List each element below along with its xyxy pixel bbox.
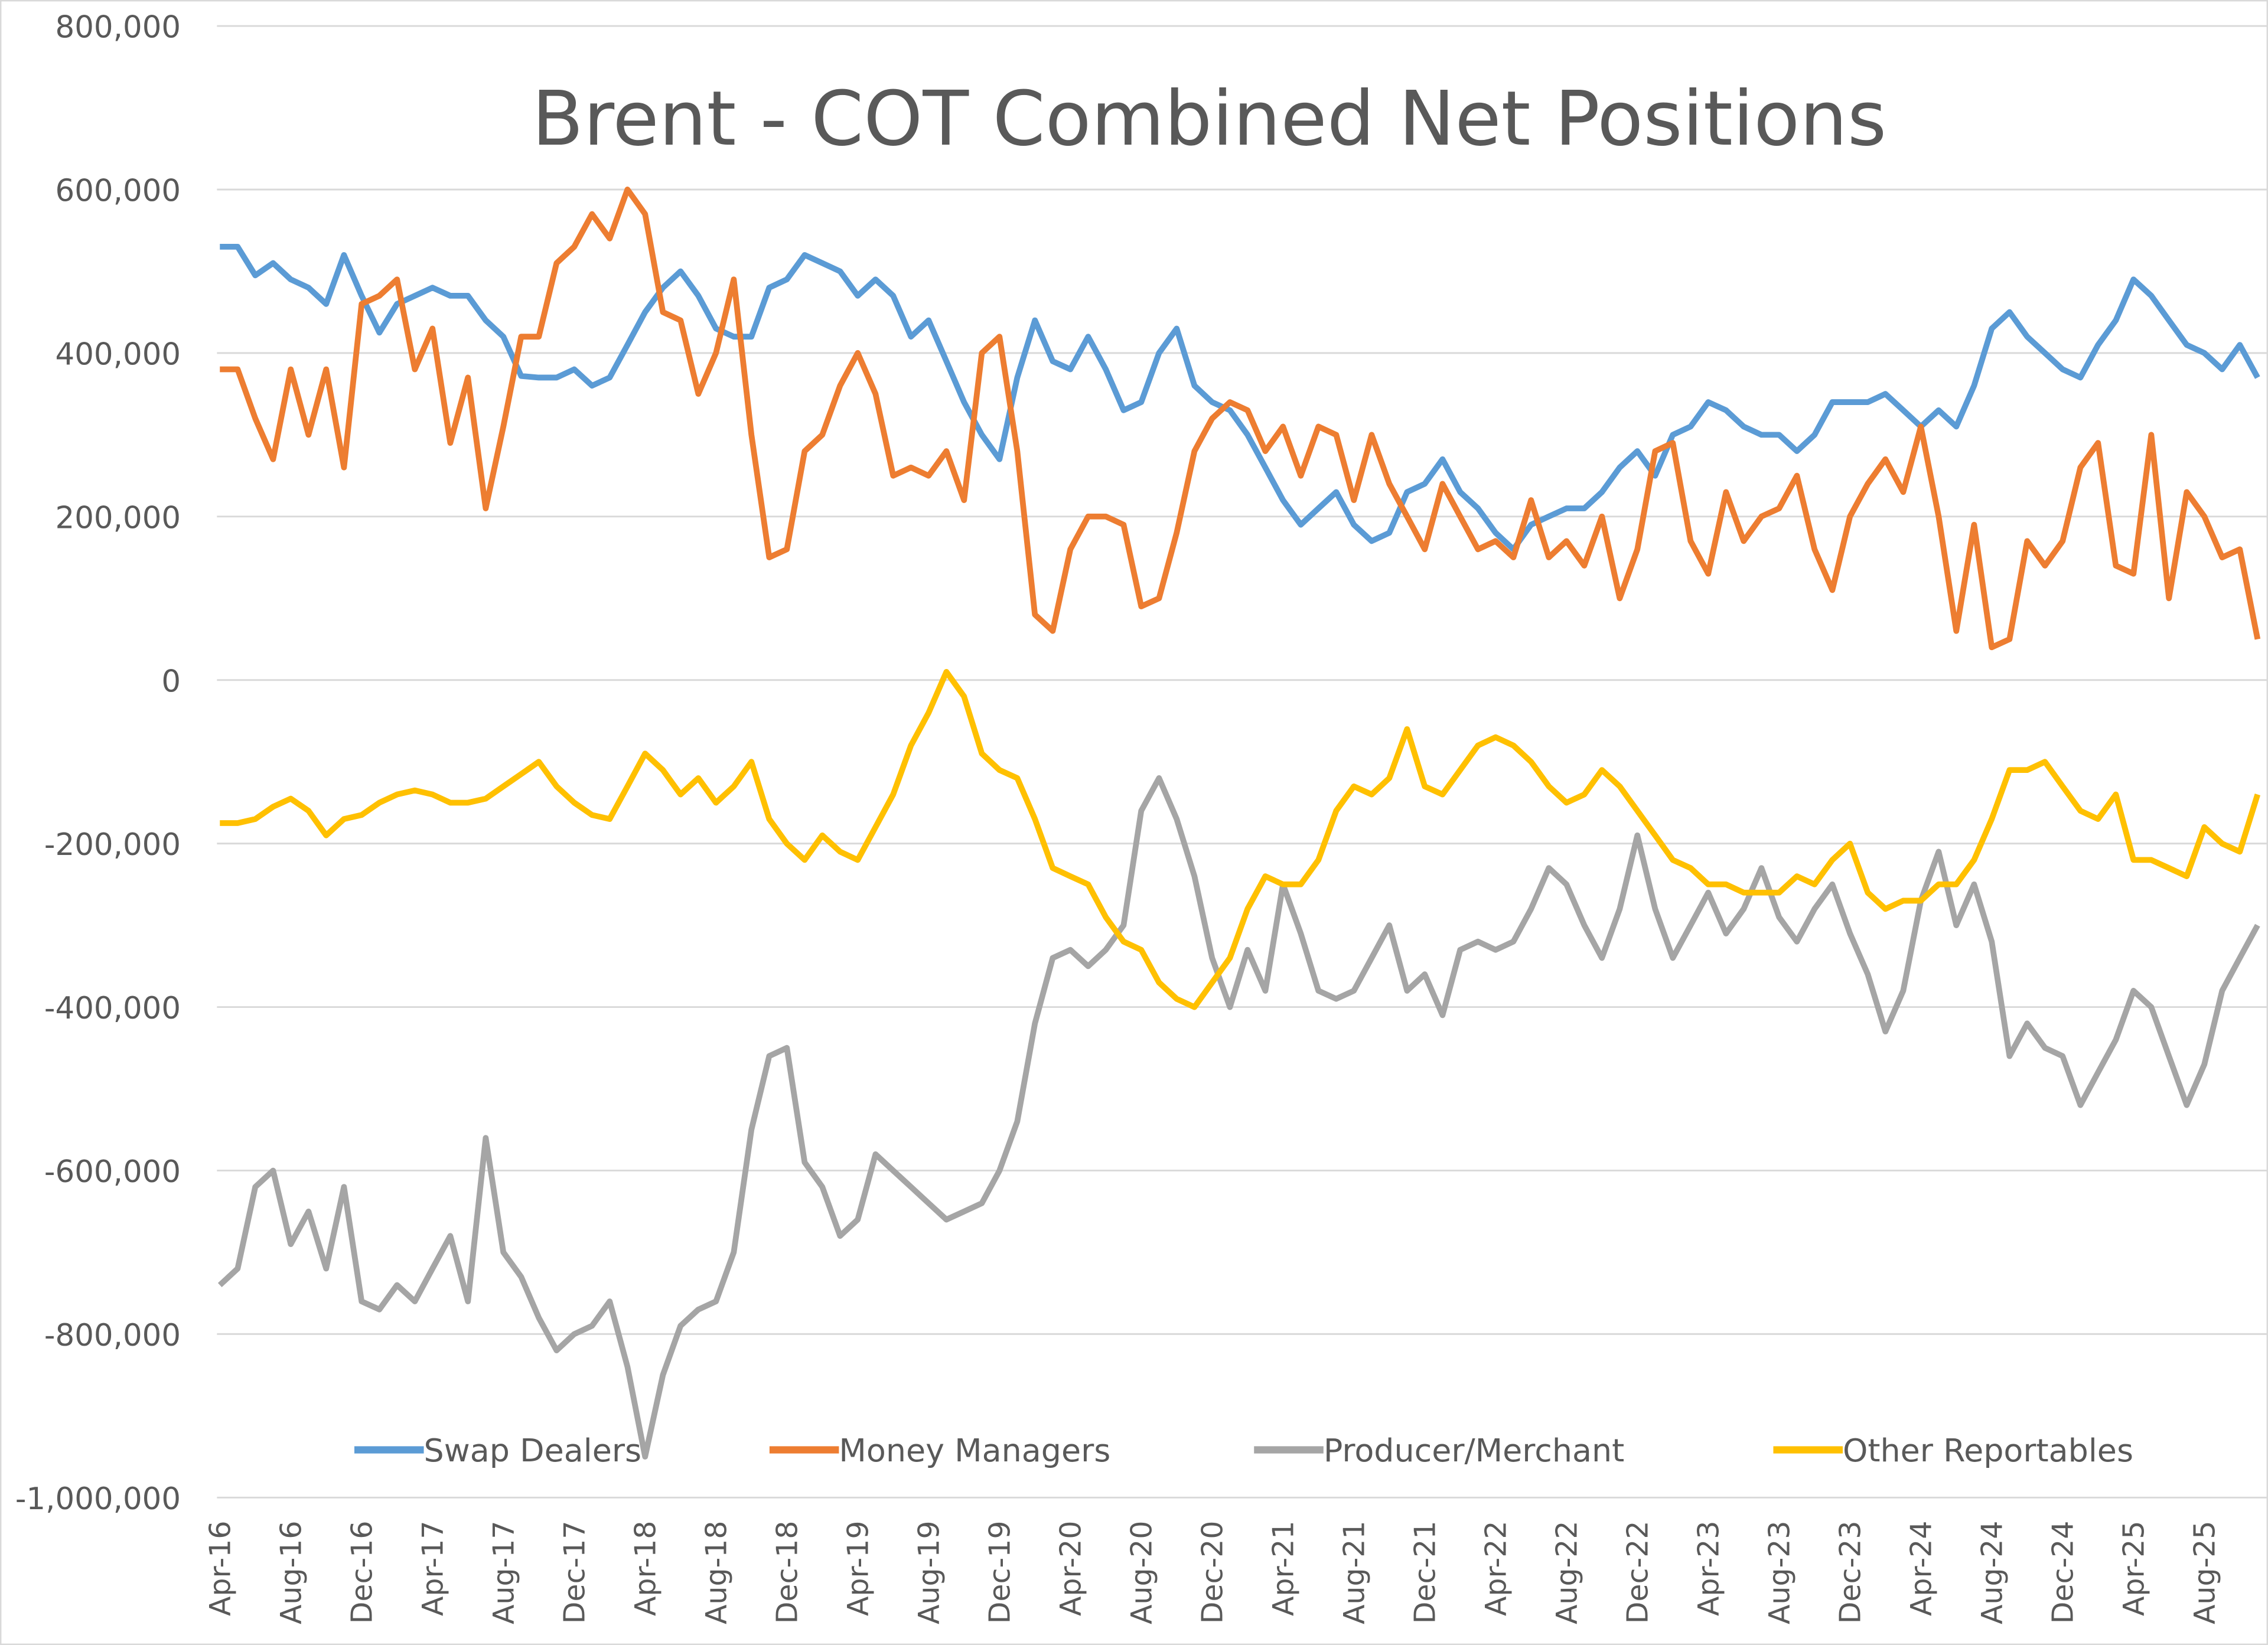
x-tick-label: Aug-19: [912, 1520, 946, 1624]
x-tick-label: Apr-22: [1479, 1520, 1513, 1616]
legend-label: Other Reportables: [1843, 1432, 2133, 1469]
x-tick-label: Apr-23: [1692, 1520, 1725, 1616]
x-tick-label: Apr-24: [1904, 1520, 1938, 1616]
legend-label: Swap Dealers: [424, 1432, 642, 1469]
y-tick-label: -600,000: [44, 1154, 181, 1190]
x-tick-label: Apr-17: [416, 1520, 449, 1616]
x-axis: Apr-16 Aug-16 Dec-16 Apr-17 Aug-17 Dec-17 Apr-…: [203, 1520, 2221, 1624]
y-tick-label: 0: [161, 664, 181, 699]
y-tick-label: -1,000,000: [15, 1481, 181, 1517]
x-tick-label: Dec-21: [1408, 1520, 1442, 1624]
legend-label: Producer/Merchant: [1324, 1432, 1624, 1469]
x-tick-label: Dec-18: [770, 1520, 804, 1624]
x-tick-label: Apr-19: [841, 1520, 875, 1616]
x-tick-label: Aug-24: [1975, 1520, 2009, 1624]
series-line-producer-merchant: [217, 775, 2260, 1460]
x-tick-label: Apr-20: [1054, 1520, 1087, 1616]
x-tick-label: Aug-21: [1337, 1520, 1371, 1624]
x-tick-label: Dec-17: [558, 1520, 591, 1624]
y-tick-label: 200,000: [56, 500, 181, 536]
x-tick-label: Dec-16: [345, 1520, 379, 1624]
x-tick-label: Aug-17: [487, 1520, 520, 1624]
x-tick-label: Aug-16: [274, 1520, 308, 1624]
y-tick-label: -200,000: [44, 827, 181, 863]
x-tick-label: Aug-20: [1125, 1520, 1158, 1624]
x-tick-label: Dec-20: [1195, 1520, 1229, 1624]
y-tick-label: 800,000: [56, 10, 181, 45]
x-tick-label: Aug-18: [699, 1520, 733, 1624]
y-tick-label: -400,000: [44, 991, 181, 1026]
y-tick-label: -800,000: [44, 1318, 181, 1353]
x-tick-label: Dec-23: [1833, 1520, 1867, 1624]
x-tick-label: Dec-19: [983, 1520, 1016, 1624]
chart-title: Brent - COT Combined Net Positions: [532, 76, 1886, 163]
y-tick-label: 400,000: [56, 337, 181, 372]
x-tick-label: Apr-25: [2117, 1520, 2150, 1616]
y-tick-label: 600,000: [56, 174, 181, 209]
x-tick-label: Dec-24: [2046, 1520, 2080, 1624]
x-tick-label: Apr-18: [628, 1520, 662, 1616]
legend-label: Money Managers: [839, 1432, 1110, 1469]
x-tick-label: Aug-22: [1550, 1520, 1583, 1624]
series-line-swap-dealers: [220, 244, 2260, 553]
series-lines: [217, 187, 2261, 1460]
x-tick-label: Aug-25: [2188, 1520, 2221, 1624]
x-tick-label: Apr-16: [203, 1520, 237, 1616]
series-line-other-reportables: [220, 669, 2261, 1010]
series-line-money-managers: [220, 187, 2261, 651]
x-tick-label: Aug-23: [1762, 1520, 1796, 1624]
x-tick-label: Apr-21: [1266, 1520, 1300, 1616]
y-axis: 800,000 600,000 400,000 200,000 0 -200,000 -40…: [15, 10, 181, 1517]
x-tick-label: Dec-22: [1621, 1520, 1654, 1624]
legend: Swap Dealers Money Managers Producer/Merch…: [354, 1432, 2133, 1469]
gridlines: [217, 25, 2268, 1499]
